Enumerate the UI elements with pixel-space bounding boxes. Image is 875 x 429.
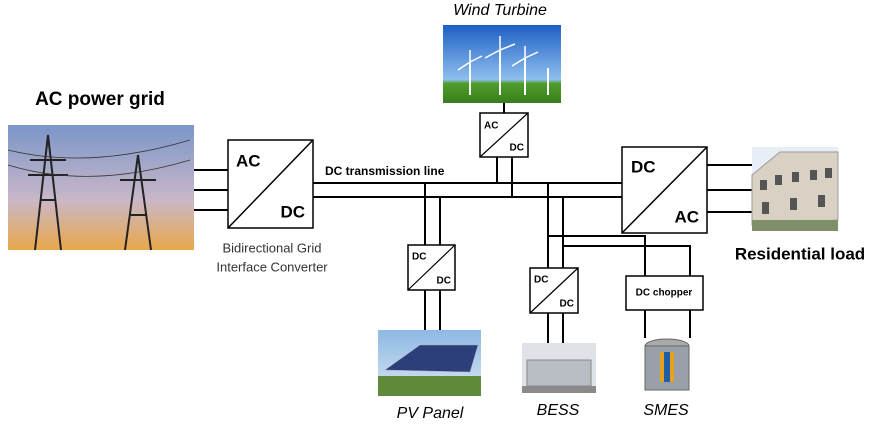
converter-top: DC — [534, 275, 548, 286]
converter-diagonal — [407, 244, 456, 291]
converter-top: DC — [412, 252, 426, 263]
house-label: Residential load — [735, 244, 865, 263]
converter-bottom: DC — [280, 202, 305, 221]
pv-label: PV Panel — [397, 405, 464, 422]
wire — [563, 245, 691, 276]
converter-diagonal — [227, 139, 314, 229]
smes-image — [644, 338, 690, 391]
converter-top: AC — [484, 121, 498, 132]
wind-image — [443, 25, 561, 103]
converter-bottom: DC — [560, 299, 574, 310]
grid-label: AC power grid — [35, 89, 165, 110]
converter — [625, 275, 704, 311]
bus-label: DC transmission line — [325, 164, 445, 178]
converter-bottom: AC — [674, 207, 699, 226]
bess-image — [522, 343, 596, 393]
converter-diagonal — [621, 146, 708, 234]
smes-label: SMES — [643, 402, 689, 419]
bess-label: BESS — [537, 402, 580, 419]
converter-diagonal — [479, 112, 529, 158]
converter-bottom: DC — [510, 143, 524, 154]
converter-caption: Interface Converter — [216, 259, 328, 274]
wind-label: Wind Turbine — [453, 2, 547, 19]
converter-bottom: DC — [437, 276, 451, 287]
converter-top: AC — [236, 151, 261, 170]
wire — [548, 235, 646, 276]
converter-caption: Bidirectional Grid — [223, 240, 322, 255]
grid-image — [7, 125, 194, 251]
converter-top: DC — [631, 157, 656, 176]
converter-diagonal — [529, 267, 579, 314]
chopper-label: DC chopper — [636, 288, 693, 299]
pv-image — [378, 330, 481, 396]
house-image — [751, 147, 839, 231]
